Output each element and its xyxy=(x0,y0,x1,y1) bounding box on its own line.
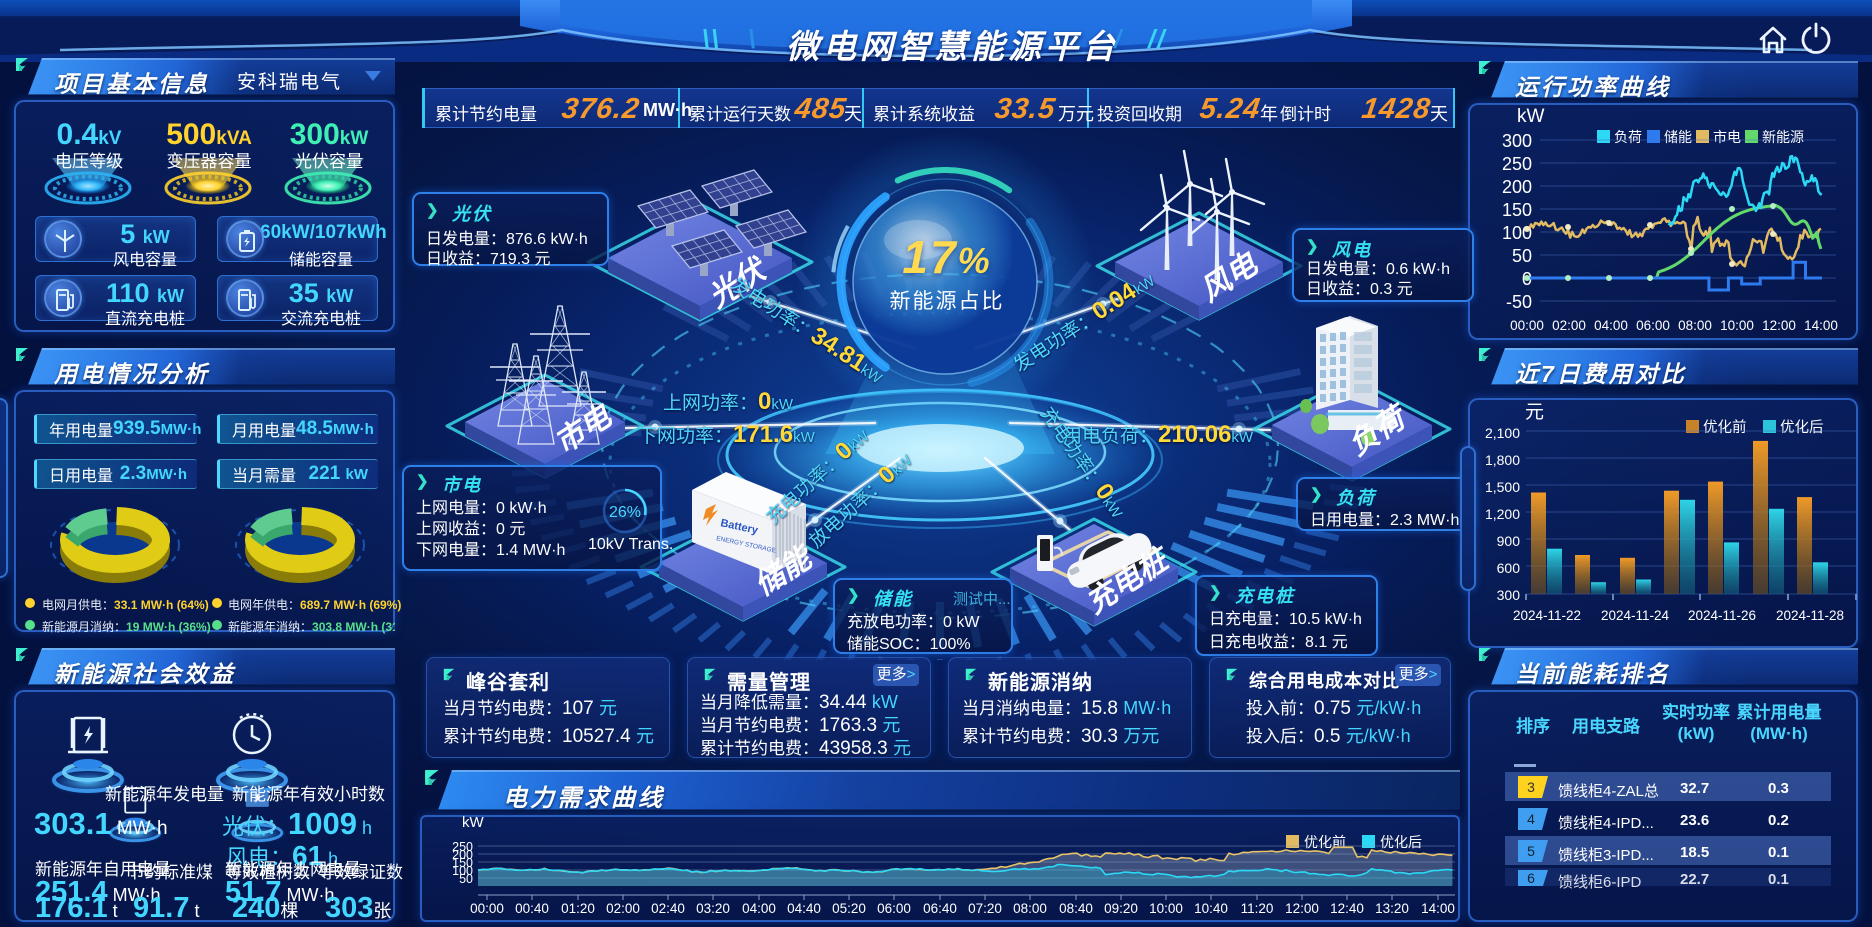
svg-text:1,200: 1,200 xyxy=(1485,506,1520,522)
svg-text:14:00: 14:00 xyxy=(1421,901,1455,916)
svg-text:100: 100 xyxy=(1502,223,1532,243)
svg-text:250: 250 xyxy=(452,840,473,854)
svg-text:05:20: 05:20 xyxy=(832,901,866,916)
svg-text:kW: kW xyxy=(1517,106,1545,127)
svg-text:6: 6 xyxy=(1527,870,1535,886)
svg-text:5: 5 xyxy=(1527,843,1535,859)
svg-text:3: 3 xyxy=(1527,779,1535,795)
svg-text:08:00: 08:00 xyxy=(1013,901,1047,916)
svg-text:06:40: 06:40 xyxy=(923,901,957,916)
svg-text:12:40: 12:40 xyxy=(1330,901,1364,916)
svg-text:50: 50 xyxy=(1512,246,1532,266)
svg-text:07:20: 07:20 xyxy=(968,901,1002,916)
svg-text:300: 300 xyxy=(1502,131,1532,151)
svg-text:26%: 26% xyxy=(609,504,641,521)
svg-text:02:00: 02:00 xyxy=(1552,318,1586,333)
svg-text:02:00: 02:00 xyxy=(606,901,640,916)
svg-text:01:20: 01:20 xyxy=(561,901,595,916)
svg-text:150: 150 xyxy=(452,856,473,870)
svg-text:优化后: 优化后 xyxy=(1380,834,1422,850)
svg-text:04:00: 04:00 xyxy=(742,901,776,916)
svg-text:02:40: 02:40 xyxy=(651,901,685,916)
svg-text:200: 200 xyxy=(452,848,473,862)
svg-text:00:00: 00:00 xyxy=(470,901,504,916)
svg-text:04:00: 04:00 xyxy=(1594,318,1628,333)
svg-text:1,800: 1,800 xyxy=(1485,452,1520,468)
svg-text:12:00: 12:00 xyxy=(1285,901,1319,916)
svg-text:kW: kW xyxy=(462,814,485,831)
svg-text:2024-11-28: 2024-11-28 xyxy=(1776,608,1844,623)
svg-text:优化前: 优化前 xyxy=(1703,419,1747,436)
svg-text:11:20: 11:20 xyxy=(1241,901,1274,916)
svg-text:00:00: 00:00 xyxy=(1510,318,1544,333)
svg-text:300: 300 xyxy=(1497,587,1521,603)
svg-text:200: 200 xyxy=(1502,177,1532,197)
svg-text:储能: 储能 xyxy=(1664,129,1692,145)
svg-text:负荷: 负荷 xyxy=(1614,129,1642,145)
svg-text:1,500: 1,500 xyxy=(1485,479,1520,495)
svg-text:2024-11-22: 2024-11-22 xyxy=(1513,608,1581,623)
svg-text:新能源: 新能源 xyxy=(1762,129,1804,145)
svg-text:08:00: 08:00 xyxy=(1678,318,1712,333)
svg-text:元: 元 xyxy=(1525,402,1544,423)
svg-text:50: 50 xyxy=(459,872,473,886)
svg-text:00:40: 00:40 xyxy=(515,901,549,916)
svg-text:06:00: 06:00 xyxy=(877,901,911,916)
svg-text:08:40: 08:40 xyxy=(1059,901,1093,916)
svg-text:900: 900 xyxy=(1497,533,1521,549)
svg-text:09:20: 09:20 xyxy=(1104,901,1138,916)
svg-text:600: 600 xyxy=(1497,560,1521,576)
svg-text:13:20: 13:20 xyxy=(1375,901,1409,916)
svg-text:100: 100 xyxy=(452,864,473,878)
svg-text:2,100: 2,100 xyxy=(1485,425,1520,441)
svg-text:10:00: 10:00 xyxy=(1720,318,1754,333)
svg-text:10:00: 10:00 xyxy=(1149,901,1183,916)
svg-text:2024-11-24: 2024-11-24 xyxy=(1601,608,1670,623)
svg-text:06:00: 06:00 xyxy=(1636,318,1670,333)
svg-text:12:00: 12:00 xyxy=(1762,318,1796,333)
svg-text:10:40: 10:40 xyxy=(1194,901,1228,916)
svg-text:优化后: 优化后 xyxy=(1780,419,1824,436)
svg-text:-50: -50 xyxy=(1506,292,1532,312)
svg-text:2024-11-26: 2024-11-26 xyxy=(1688,608,1756,623)
svg-text:14:00: 14:00 xyxy=(1804,318,1838,333)
svg-text:市电: 市电 xyxy=(1713,129,1741,145)
svg-text:4: 4 xyxy=(1527,811,1535,827)
svg-text:04:40: 04:40 xyxy=(787,901,821,916)
svg-text:150: 150 xyxy=(1502,200,1532,220)
svg-text:03:20: 03:20 xyxy=(696,901,730,916)
svg-text:250: 250 xyxy=(1502,154,1532,174)
